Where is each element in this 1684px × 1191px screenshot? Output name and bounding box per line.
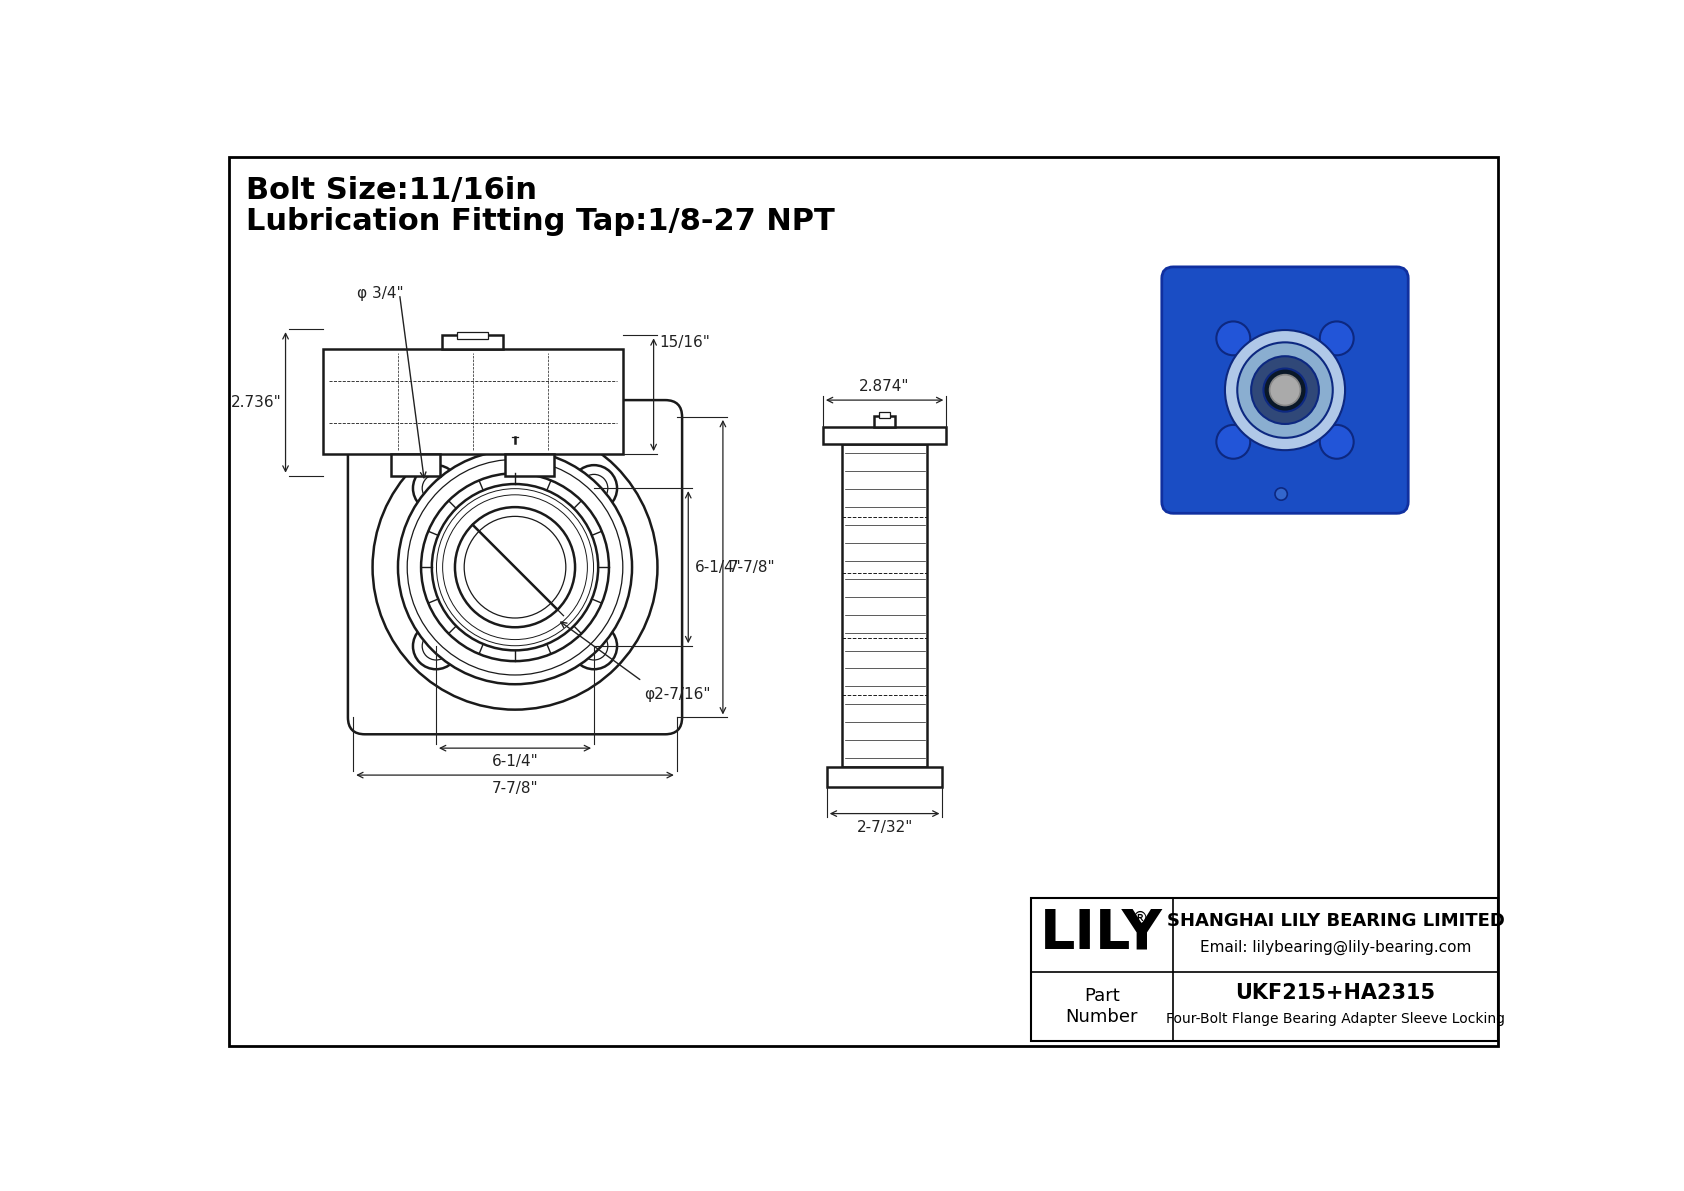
- Text: φ2-7/16": φ2-7/16": [645, 687, 711, 703]
- Circle shape: [509, 443, 522, 457]
- Text: 6-1/4": 6-1/4": [492, 754, 539, 769]
- Circle shape: [1275, 488, 1287, 500]
- Circle shape: [421, 473, 610, 661]
- Text: φ 3/4": φ 3/4": [357, 286, 404, 301]
- Bar: [323, 349, 623, 454]
- Bar: [823, 428, 946, 444]
- Circle shape: [1320, 322, 1354, 355]
- Circle shape: [1263, 368, 1307, 412]
- Text: 15/16": 15/16": [660, 336, 711, 350]
- Circle shape: [571, 466, 616, 511]
- Bar: [879, 412, 891, 418]
- Circle shape: [579, 474, 608, 503]
- Circle shape: [397, 450, 632, 685]
- Text: Bolt Size:11/16in: Bolt Size:11/16in: [246, 176, 537, 205]
- Circle shape: [465, 517, 566, 618]
- Bar: [458, 332, 488, 338]
- Text: 2.736": 2.736": [231, 395, 281, 410]
- Circle shape: [512, 447, 519, 454]
- Circle shape: [1238, 342, 1332, 438]
- FancyBboxPatch shape: [349, 400, 682, 735]
- Circle shape: [579, 632, 608, 660]
- Bar: [874, 417, 896, 428]
- Text: UKF215+HA2315: UKF215+HA2315: [1236, 983, 1435, 1003]
- Circle shape: [1216, 425, 1250, 459]
- Text: 7-7/8": 7-7/8": [729, 560, 776, 575]
- Circle shape: [431, 484, 598, 650]
- Circle shape: [372, 425, 657, 710]
- Bar: [441, 336, 504, 349]
- Circle shape: [413, 623, 460, 669]
- Bar: [505, 454, 554, 475]
- Text: 2-7/32": 2-7/32": [857, 819, 913, 835]
- Text: ®: ®: [1132, 910, 1148, 928]
- Circle shape: [413, 466, 460, 511]
- Circle shape: [1224, 330, 1346, 450]
- Circle shape: [1270, 375, 1300, 405]
- Bar: [391, 454, 440, 475]
- Text: 6-1/4": 6-1/4": [694, 560, 741, 575]
- Bar: [1031, 898, 1497, 1041]
- Text: Four-Bolt Flange Bearing Adapter Sleeve Locking: Four-Bolt Flange Bearing Adapter Sleeve …: [1165, 1012, 1505, 1025]
- Text: Part
Number: Part Number: [1066, 987, 1138, 1025]
- Text: Lubrication Fitting Tap:1/8-27 NPT: Lubrication Fitting Tap:1/8-27 NPT: [246, 207, 834, 236]
- Text: SHANGHAI LILY BEARING LIMITED: SHANGHAI LILY BEARING LIMITED: [1167, 912, 1504, 930]
- Circle shape: [1251, 356, 1319, 424]
- Circle shape: [423, 632, 450, 660]
- Bar: [842, 444, 926, 767]
- Text: 2.874": 2.874": [859, 379, 909, 394]
- Circle shape: [1216, 322, 1250, 355]
- Text: LILY: LILY: [1041, 906, 1164, 961]
- Circle shape: [455, 507, 574, 628]
- Circle shape: [423, 474, 450, 503]
- Text: 7-7/8": 7-7/8": [492, 781, 539, 797]
- FancyBboxPatch shape: [1162, 267, 1408, 513]
- Bar: [827, 767, 943, 786]
- Circle shape: [571, 623, 616, 669]
- Circle shape: [1320, 425, 1354, 459]
- Text: Email: lilybearing@lily-bearing.com: Email: lilybearing@lily-bearing.com: [1199, 940, 1472, 955]
